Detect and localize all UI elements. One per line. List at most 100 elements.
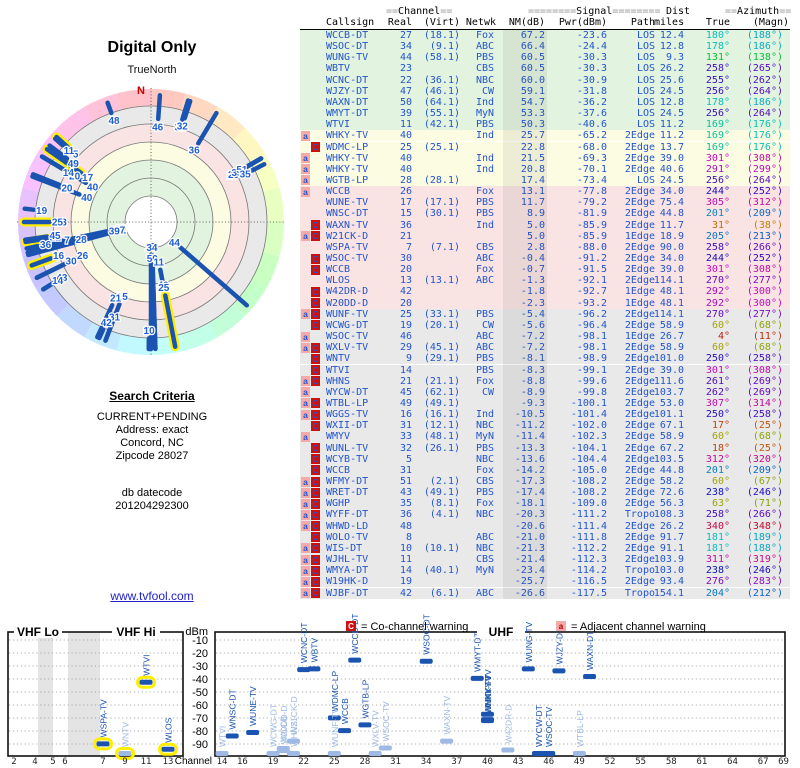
chart-station-label: W20DD-D xyxy=(279,705,289,744)
table-row: C WDMC-LP 25 (25.1) 22.8 -68.0 2Edge 13.7 169° (1… xyxy=(300,141,790,153)
cell-tr: 17° xyxy=(711,420,730,432)
cell-pw: -99.1 xyxy=(576,364,607,376)
cell-pw: -30.3 xyxy=(576,63,607,75)
cell-mg: (262°) xyxy=(746,74,783,86)
truenorth-label: TrueNorth xyxy=(127,64,177,76)
cell-re: 45 xyxy=(399,386,412,398)
col-header-pwr: Pwr(dBm) xyxy=(558,17,607,28)
cell-tr: 256° xyxy=(705,108,730,120)
radar-rim-segment xyxy=(116,334,151,356)
radar-channel-label: 29 xyxy=(228,170,240,181)
chart-station-bar xyxy=(161,746,175,752)
cell-ne: NBC xyxy=(475,453,494,465)
radar-station-bar xyxy=(155,93,163,122)
co-channel-warning-badge: C xyxy=(311,264,320,275)
cell-tr: 169° xyxy=(705,130,730,142)
cell-vi: (8.1) xyxy=(429,498,460,510)
dbm-axis-title: dBm xyxy=(185,626,208,638)
chart-bar-highlight xyxy=(136,675,156,689)
cell-nm: 13.1 xyxy=(520,186,545,198)
cell-cs: WHWD-LD xyxy=(326,520,369,532)
chart-station-label: WCCB-DT xyxy=(350,614,360,654)
radar-channel-label: 31 xyxy=(109,313,121,324)
cell-pa: 2Edge xyxy=(624,163,655,175)
table-row: a C WYFF-DT 36 (4.1) NBC -20.3 -111.2 Tropo 108.3… xyxy=(300,509,790,521)
table-row: a C W21CK-D 21 5.0 -85.9 1Edge 18.9 205° (213°) xyxy=(300,230,790,242)
radar-channel-label: 25 xyxy=(158,283,170,294)
radar-rim-segment xyxy=(233,280,267,316)
chart-station-label: WSPA-TV xyxy=(99,699,109,737)
radar-channel-label: 42 xyxy=(101,318,113,329)
table-row: a C WHNS 21 (21.1) Fox -8.8 -99.6 2Edge 111.6 261°… xyxy=(300,375,790,387)
cell-mg: (264°) xyxy=(746,85,783,97)
adjacent-channel-warning-badge: a xyxy=(301,409,310,420)
radar-rim-segment xyxy=(251,252,280,289)
dbm-tick-label: -40 xyxy=(192,674,208,686)
radar-channel-label: 48 xyxy=(108,116,120,127)
cell-re: 21 xyxy=(399,375,412,387)
chart-station-bar xyxy=(225,733,239,739)
cell-mg: (264°) xyxy=(746,108,783,120)
tvfool-link[interactable]: www.tvfool.com xyxy=(110,589,194,603)
cell-ne: PBS xyxy=(475,52,494,64)
chart-station-bar xyxy=(521,666,535,672)
cell-mg: (308°) xyxy=(746,152,783,164)
dbm-tick-label: -30 xyxy=(192,661,208,673)
cell-cs: W21CK-D xyxy=(326,230,369,242)
cell-mg: (213°) xyxy=(746,230,783,242)
vhf-tick-label: 9 xyxy=(122,757,127,767)
table-header-azimuth: ==Azimuth== xyxy=(725,6,792,17)
table-row: C WCCB 31 Fox -14.2 -105.0 2Edge 44.8 201° (209°) xyxy=(300,464,790,476)
cell-tr: 301° xyxy=(705,152,730,164)
cell-di: 93.4 xyxy=(659,576,684,588)
co-channel-warning-badge: C xyxy=(311,398,320,409)
table-row: a C W19HK-D 19 -25.7 -116.5 2Edge 93.4 276° (283°… xyxy=(300,576,790,588)
cell-nm: -21.4 xyxy=(514,554,545,566)
chart-station-label: WGTB-LP xyxy=(360,679,370,718)
cell-pw: -70.1 xyxy=(576,163,607,175)
vhf-tick-label: 6 xyxy=(62,757,67,767)
cell-mg: (186°) xyxy=(746,41,783,53)
cell-ne: NBC xyxy=(475,74,494,86)
table-row: WMYT-DT 39 (55.1) MyN 53.3 -37.6 LOS 24.5 256° (2… xyxy=(300,108,790,120)
cell-pa: 1Edge xyxy=(624,297,655,309)
cell-re: 31 xyxy=(399,420,412,432)
cell-di: 44.8 xyxy=(659,464,684,476)
cell-mg: (266°) xyxy=(746,509,783,521)
cell-di: 48.1 xyxy=(659,286,684,298)
cell-di: 12.4 xyxy=(659,30,684,41)
cell-pa: 1Edge xyxy=(624,331,655,343)
cell-re: 32 xyxy=(399,442,412,454)
cell-ne: ABC xyxy=(475,587,494,599)
cell-tr: 262° xyxy=(705,386,730,398)
table-header-signal: ========Signal======== xyxy=(528,6,661,17)
adjacent-channel-warning-badge: a xyxy=(301,164,310,175)
north-marker: N xyxy=(137,85,145,97)
col-header-netwk: Netwk xyxy=(465,17,496,28)
cell-nm: 17.4 xyxy=(520,174,545,186)
cell-nm: -13.3 xyxy=(514,442,545,454)
cell-cs: WUNF-TV xyxy=(326,308,369,320)
cell-ne: CW xyxy=(481,85,494,97)
cell-pw: -36.2 xyxy=(576,96,607,108)
cell-ne: CBS xyxy=(475,554,494,566)
vhf-lo-label-bg xyxy=(14,626,62,638)
cell-cs: WTVI xyxy=(326,119,351,131)
cell-di: 12.8 xyxy=(659,96,684,108)
cell-re: 44 xyxy=(399,52,412,64)
cell-di: 11.2 xyxy=(659,130,684,142)
chart-station-bar xyxy=(307,666,321,672)
table-row: a C WGGS-TV 16 (16.1) Ind -10.5 -101.4 2Edge 101.… xyxy=(300,409,790,421)
cell-re: 5 xyxy=(405,453,412,465)
cell-ne: PBS xyxy=(475,364,494,376)
uhf-tick-label: 58 xyxy=(666,757,677,767)
cell-re: 20 xyxy=(399,264,412,276)
cell-mg: (176°) xyxy=(746,119,783,131)
cell-nm: -8.8 xyxy=(520,375,545,387)
cell-vi: (42.1) xyxy=(423,119,460,131)
cell-vi: (16.1) xyxy=(423,409,460,421)
vhf-tick-label: 11 xyxy=(141,757,152,767)
table-row: C WOLO-TV 8 ABC -21.0 -111.8 2Edge 91.7 181° (189… xyxy=(300,531,790,543)
cell-pa: 1Edge xyxy=(624,230,655,242)
cell-nm: 60.0 xyxy=(520,74,545,86)
